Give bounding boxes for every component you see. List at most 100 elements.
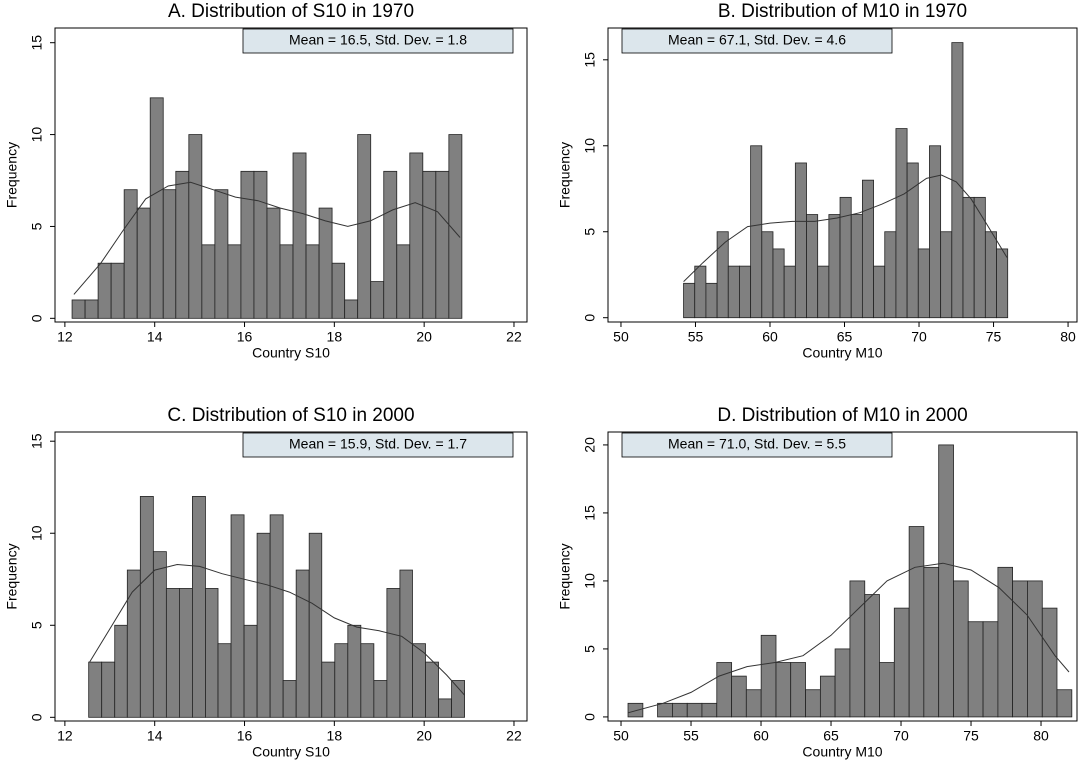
annotation-box [242, 432, 514, 458]
bar [409, 152, 424, 319]
bar [962, 196, 975, 319]
bar [136, 207, 151, 319]
x-tick-label: 60 [762, 329, 778, 345]
bar [344, 299, 359, 319]
bar [672, 702, 688, 718]
x-tick-label: 50 [613, 728, 629, 744]
bar [123, 189, 138, 319]
bar [269, 514, 284, 718]
density-curve [73, 181, 461, 295]
bar [373, 680, 388, 718]
bar [790, 662, 806, 718]
y-tick-label: 15 [582, 505, 598, 521]
y-tick-label: 5 [29, 621, 45, 629]
bar [864, 594, 880, 718]
bar [775, 662, 792, 718]
density-curve [627, 562, 1070, 714]
x-tick-label: 75 [986, 329, 1002, 345]
bar [370, 281, 385, 319]
annotation: Mean = 71.0, Std. Dev. = 5.5 [668, 436, 846, 452]
y-tick-label: 0 [29, 713, 45, 721]
x-tick-label: 65 [823, 728, 839, 744]
x-tick-label: 20 [416, 329, 432, 345]
y-tick-label: 15 [582, 52, 598, 68]
y-tick-label: 10 [582, 573, 598, 589]
bar [422, 170, 437, 319]
bar [967, 621, 984, 718]
bar [917, 248, 930, 319]
bar [192, 496, 206, 718]
density-curve [89, 563, 465, 696]
bar [1041, 607, 1058, 718]
bar [71, 299, 86, 319]
bar [256, 532, 271, 718]
bar [834, 648, 851, 718]
bar [873, 265, 886, 319]
chart-title: C. Distribution of S10 in 2000 [167, 405, 414, 426]
x-tick-label: 16 [237, 329, 253, 345]
density-curve [683, 174, 1008, 282]
bar [701, 702, 718, 718]
bar [750, 145, 763, 319]
bar [243, 624, 258, 718]
bar [819, 675, 836, 718]
x-axis-label: Country M10 [802, 345, 882, 361]
y-tick-label: 5 [29, 222, 45, 230]
bar [996, 248, 1009, 319]
y-tick-label: 15 [29, 35, 45, 51]
x-tick-label: 80 [1033, 728, 1049, 744]
x-tick-label: 70 [911, 329, 927, 345]
bar [178, 588, 193, 718]
bar [139, 496, 154, 718]
bar [386, 588, 401, 718]
x-tick-label: 65 [837, 329, 853, 345]
y-axis-label: Frequency [4, 142, 20, 208]
bar [783, 265, 796, 319]
y-tick-label: 0 [582, 314, 598, 322]
bar [984, 231, 997, 319]
bar [716, 662, 733, 718]
bar [230, 514, 245, 718]
bar [805, 689, 821, 718]
bar [727, 265, 740, 319]
bar [940, 231, 953, 319]
bar [448, 134, 463, 319]
bar [240, 170, 255, 319]
chart-title: D. Distribution of M10 in 2000 [717, 405, 967, 426]
bar [817, 265, 830, 319]
bar [227, 244, 242, 319]
bar [1056, 689, 1073, 718]
bar [438, 698, 452, 718]
x-axis-label: Country S10 [252, 345, 330, 361]
bar [331, 262, 346, 319]
x-tick-label: 70 [893, 728, 909, 744]
bar [201, 244, 216, 319]
y-tick-label: 10 [29, 127, 45, 143]
annotation-box [242, 28, 514, 54]
x-tick-label: 22 [506, 329, 522, 345]
y-tick-label: 0 [29, 314, 45, 322]
x-tick-label: 80 [1060, 329, 1076, 345]
annotation-box [621, 28, 893, 54]
y-tick-label: 5 [582, 228, 598, 236]
chart-title: B. Distribution of M10 in 1970 [718, 1, 967, 22]
bar [657, 702, 673, 718]
annotation: Mean = 67.1, Std. Dev. = 4.6 [668, 32, 846, 48]
y-tick-label: 0 [582, 713, 598, 721]
bar [84, 299, 99, 319]
bar [973, 196, 986, 319]
x-tick-label: 55 [683, 728, 699, 744]
y-axis-label: Frequency [557, 142, 573, 208]
bar [828, 214, 841, 319]
bar [861, 179, 874, 319]
y-tick-label: 5 [582, 645, 598, 653]
x-tick-label: 14 [147, 329, 163, 345]
bar [760, 634, 777, 718]
bar [149, 97, 164, 319]
plot-frame [54, 431, 528, 722]
bar [305, 244, 320, 319]
x-tick-label: 18 [327, 728, 343, 744]
bar [165, 588, 180, 718]
plot-frame [54, 27, 528, 323]
bar [114, 624, 128, 718]
